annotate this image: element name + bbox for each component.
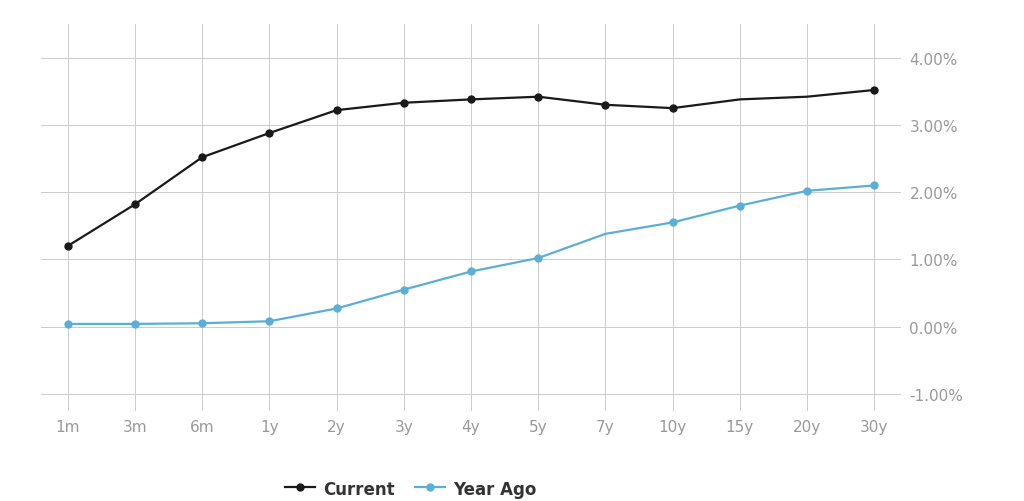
Line: Current: Current [68, 91, 874, 246]
Current [197, 155, 209, 161]
Year Ago [197, 321, 209, 327]
Line: Year Ago: Year Ago [68, 186, 874, 324]
Current [868, 88, 881, 94]
Current [465, 97, 477, 103]
Current [331, 108, 343, 114]
Year Ago [599, 231, 611, 237]
Year Ago [801, 188, 813, 194]
Year Ago [532, 256, 545, 262]
Current [733, 97, 745, 103]
Current [599, 103, 611, 109]
Current [801, 95, 813, 101]
Legend: Current, Year Ago: Current, Year Ago [279, 473, 544, 501]
Year Ago [397, 287, 410, 293]
Year Ago [263, 319, 275, 325]
Year Ago [331, 306, 343, 312]
Year Ago [868, 183, 881, 189]
Year Ago [733, 203, 745, 209]
Current [129, 202, 141, 208]
Current [61, 243, 74, 249]
Year Ago [129, 321, 141, 327]
Year Ago [61, 321, 74, 327]
Current [532, 95, 545, 101]
Current [667, 106, 679, 112]
Current [263, 131, 275, 137]
Year Ago [465, 269, 477, 275]
Current [397, 101, 410, 107]
Year Ago [667, 220, 679, 226]
